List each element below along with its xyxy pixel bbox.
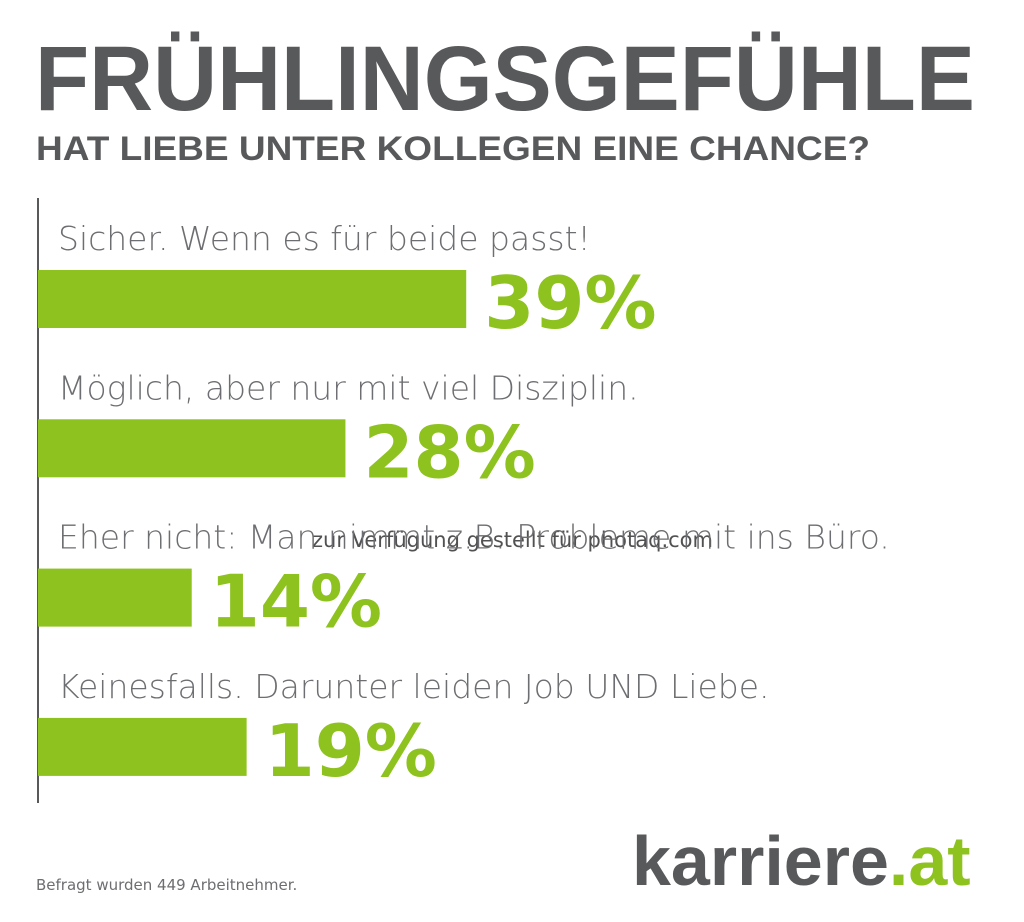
logo-name: karriere: [632, 822, 889, 900]
logo-suffix: .at: [889, 822, 971, 900]
logo: karriere.at: [632, 822, 971, 900]
category-label: Möglich, aber nur mit viel Disziplin.: [58, 368, 639, 407]
bar: [38, 568, 192, 627]
value-label: 39%: [484, 261, 656, 345]
bar: [38, 419, 346, 478]
bar: [38, 270, 467, 328]
chart-subtitle: HAT LIEBE UNTER KOLLEGEN EINE CHANCE?: [36, 130, 870, 168]
category-label: Keinesfalls. Darunter leiden Job UND Lie…: [58, 667, 770, 706]
value-label: 14%: [210, 560, 382, 644]
watermark: zur Verfügung gestellt für photaq.com: [312, 528, 713, 552]
value-label: 28%: [363, 410, 535, 494]
category-label: Eher nicht: Man nimmt z.B. Probleme mit …: [58, 518, 890, 557]
category-label: Sicher. Wenn es für beide passt!: [58, 219, 591, 258]
footnote: Befragt wurden 449 Arbeitnehmer.: [36, 876, 297, 894]
bar: [38, 717, 247, 776]
chart-title: FRÜHLINGSGEFÜHLE: [35, 28, 975, 130]
value-label: 19%: [265, 709, 437, 793]
